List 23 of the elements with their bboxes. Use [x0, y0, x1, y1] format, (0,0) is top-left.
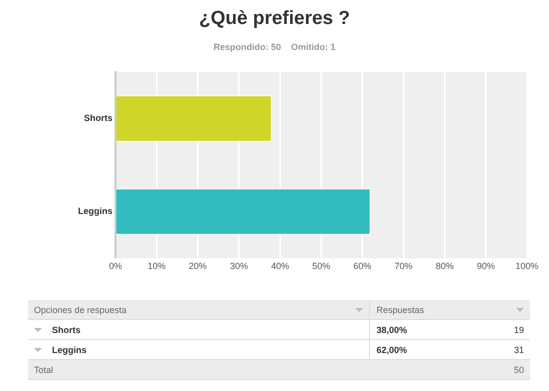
text: Respuestas: [376, 304, 424, 314]
text: Total: [34, 364, 54, 374]
category-label: Shorts: [52, 324, 81, 334]
text: 38,00%: [376, 324, 407, 334]
x-tick-label: 30%: [230, 261, 248, 272]
chart-subtitle: Respondido: 50 Omitido: 1: [212, 42, 336, 52]
x-tick-label: 80%: [436, 261, 454, 272]
x-tick-label: 70%: [394, 261, 413, 272]
x-tick-label: 90%: [476, 261, 495, 272]
text: 50: [514, 364, 524, 374]
category-label: Leggins: [52, 344, 87, 354]
x-tick-label: 40%: [271, 261, 290, 272]
chart-title: ¿Què prefieres ?: [198, 8, 351, 30]
text: Opciones de respuesta: [34, 304, 127, 314]
x-tick-label: 20%: [188, 261, 207, 272]
x-tick-label: 50%: [312, 261, 330, 272]
text: 31: [514, 344, 524, 354]
text: 19: [514, 324, 524, 334]
x-tick-label: 60%: [353, 261, 372, 272]
text: 62,00%: [376, 344, 407, 354]
x-tick-label: 10%: [148, 261, 166, 272]
x-tick-label: 100%: [515, 261, 539, 272]
x-tick-label: 0%: [108, 261, 122, 272]
